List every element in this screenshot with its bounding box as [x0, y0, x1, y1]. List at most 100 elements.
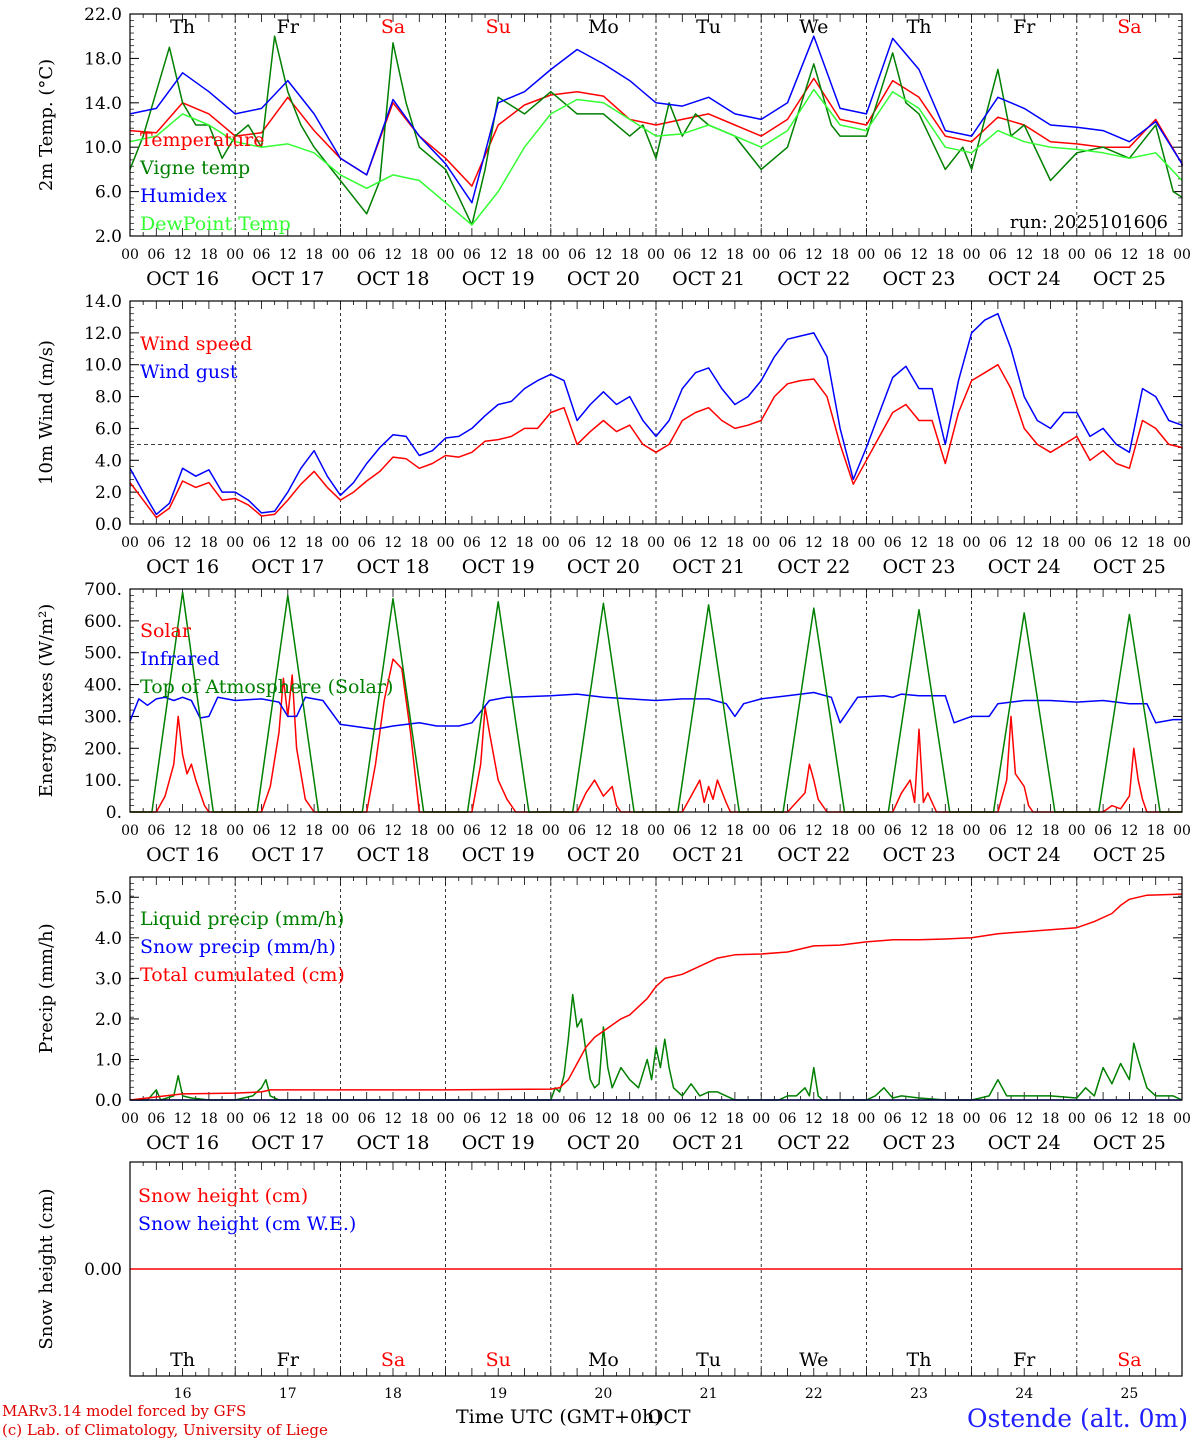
x-hour-label: 06 — [253, 1111, 271, 1127]
panel-precip: 0.0 1.0 2.0 3.0 4.0 5.0 Precip (mm/h) Liquid pr… — [36, 876, 1191, 1154]
x-hour-label: 00 — [542, 823, 560, 839]
x-hour-label: 00 — [963, 247, 981, 263]
x-hour-label: 00 — [226, 1111, 244, 1127]
legend-entry: Snow precip (mm/h) — [140, 936, 336, 958]
x-hour-label: 06 — [884, 247, 902, 263]
y-tick-label: 22.0 — [84, 5, 122, 25]
series-line-humidex — [129, 35, 1183, 204]
x-date-label: OCT 21 — [672, 1132, 745, 1154]
y-tick-label: 600. — [84, 612, 122, 632]
x-hour-label: 18 — [831, 1111, 849, 1127]
series-line-dewpoint-temp — [129, 88, 1183, 226]
x-hour-label: 06 — [463, 247, 481, 263]
x-hour-label: 18 — [305, 1111, 323, 1127]
x-hour-label: 06 — [1094, 823, 1112, 839]
y-tick-label: 0.0 — [95, 515, 122, 535]
x-hour-label: 06 — [147, 247, 165, 263]
x-hour-label: 00 — [963, 823, 981, 839]
x-date-label: OCT 23 — [882, 556, 955, 578]
legend-entry: Snow height (cm) — [138, 1185, 308, 1207]
x-month-label: OCT — [648, 1406, 691, 1428]
day-name-label: Th — [907, 1349, 932, 1371]
x-hour-label: 12 — [910, 247, 928, 263]
x-hour-label: 18 — [1147, 535, 1165, 551]
x-hour-label: 06 — [989, 1111, 1007, 1127]
day-name-label: We — [799, 1349, 828, 1371]
x-hour-label: 06 — [463, 823, 481, 839]
x-date-label: OCT 24 — [988, 556, 1061, 578]
x-hour-label: 18 — [936, 1111, 954, 1127]
x-hour-label: 00 — [1068, 535, 1086, 551]
x-hour-label: 06 — [1094, 535, 1112, 551]
y-tick-label: 500. — [84, 644, 122, 664]
x-day-number: 20 — [594, 1386, 612, 1402]
x-hour-label: 00 — [226, 823, 244, 839]
x-date-label: OCT 17 — [251, 268, 324, 290]
day-name-label: We — [799, 16, 828, 38]
x-hour-label: 18 — [726, 1111, 744, 1127]
x-date-label: OCT 21 — [672, 844, 745, 866]
x-hour-label: 06 — [463, 535, 481, 551]
x-hour-label: 12 — [805, 1111, 823, 1127]
x-hour-label: 00 — [1068, 823, 1086, 839]
y-tick-label: 2.0 — [95, 227, 122, 247]
day-name-label: Sa — [381, 1349, 405, 1371]
y-tick-label: 5.0 — [95, 888, 122, 908]
x-hour-label: 00 — [857, 1111, 875, 1127]
x-hour-label: 12 — [910, 1111, 928, 1127]
x-hour-label: 00 — [1173, 1111, 1191, 1127]
y-tick-label: 300. — [84, 707, 122, 727]
x-hour-label: 00 — [542, 247, 560, 263]
day-name-label: Fr — [1013, 1349, 1036, 1371]
x-hour-label: 18 — [200, 823, 218, 839]
x-date-label: OCT 23 — [882, 1132, 955, 1154]
x-date-label: OCT 25 — [1093, 556, 1166, 578]
x-date-label: OCT 24 — [988, 1132, 1061, 1154]
y-tick-label: 6.0 — [95, 183, 122, 203]
x-hour-label: 06 — [358, 535, 376, 551]
x-hour-label: 18 — [1147, 823, 1165, 839]
x-hour-label: 00 — [1173, 823, 1191, 839]
x-hour-label: 06 — [253, 535, 271, 551]
x-date-label: OCT 24 — [988, 268, 1061, 290]
x-hour-label: 12 — [700, 823, 718, 839]
x-date-label: OCT 16 — [146, 844, 219, 866]
x-hour-label: 06 — [147, 1111, 165, 1127]
x-hour-label: 00 — [752, 823, 770, 839]
y-tick-label: 8.0 — [95, 388, 122, 408]
x-hour-label: 00 — [437, 535, 455, 551]
x-hour-label: 06 — [673, 535, 691, 551]
x-hour-label: 12 — [489, 823, 507, 839]
x-hour-label: 06 — [253, 823, 271, 839]
x-date-label: OCT 18 — [356, 268, 429, 290]
x-hour-label: 12 — [1015, 535, 1033, 551]
x-hour-label: 12 — [1120, 247, 1138, 263]
x-hour-label: 06 — [989, 823, 1007, 839]
x-date-label: OCT 22 — [777, 844, 850, 866]
x-hour-label: 06 — [779, 247, 797, 263]
x-hour-label: 18 — [936, 535, 954, 551]
x-hour-label: 12 — [384, 823, 402, 839]
x-date-label: OCT 25 — [1093, 1132, 1166, 1154]
x-hour-label: 06 — [568, 535, 586, 551]
x-date-label: OCT 16 — [146, 268, 219, 290]
x-date-label: OCT 18 — [356, 844, 429, 866]
x-date-label: OCT 22 — [777, 556, 850, 578]
x-date-label: OCT 19 — [462, 844, 535, 866]
y-tick-label: 10.0 — [84, 356, 122, 376]
x-hour-label: 00 — [121, 535, 139, 551]
x-hour-label: 06 — [673, 247, 691, 263]
y-tick-label: 0. — [106, 803, 122, 823]
x-hour-label: 00 — [121, 823, 139, 839]
x-hour-label: 18 — [831, 823, 849, 839]
y-axis-label: 10m Wind (m/s) — [36, 340, 57, 485]
legend-entry: Liquid precip (mm/h) — [140, 908, 344, 930]
x-hour-label: 06 — [779, 823, 797, 839]
x-day-number: 22 — [805, 1386, 823, 1402]
x-date-label: OCT 25 — [1093, 268, 1166, 290]
x-hour-label: 12 — [910, 535, 928, 551]
x-hour-label: 18 — [200, 1111, 218, 1127]
x-hour-label: 18 — [410, 1111, 428, 1127]
x-day-number: 19 — [489, 1386, 507, 1402]
x-hour-label: 12 — [174, 535, 192, 551]
